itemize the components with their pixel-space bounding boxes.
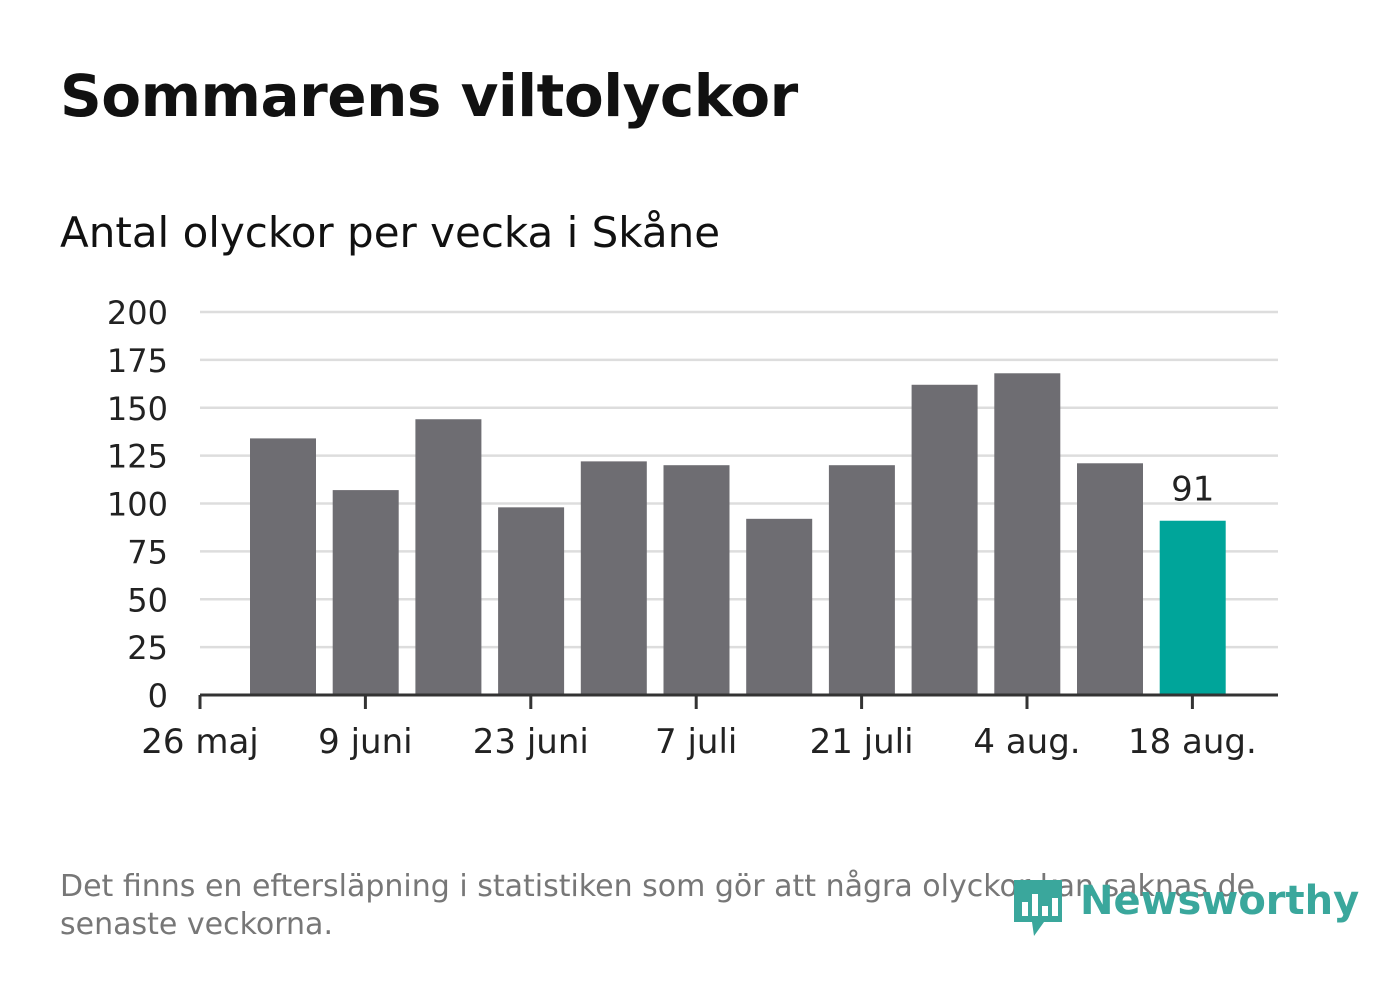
bar — [663, 465, 730, 695]
x-tick-label: 7 juli — [655, 722, 737, 762]
data-labels: 91 — [1171, 470, 1214, 510]
bar — [1077, 463, 1143, 695]
bar — [415, 419, 482, 695]
data-label: 91 — [1171, 470, 1214, 510]
x-tick-label: 21 juli — [810, 722, 914, 762]
x-tick-label: 4 aug. — [973, 722, 1080, 762]
bar — [580, 461, 647, 695]
y-tick-label: 200 — [107, 294, 168, 332]
y-tick-label: 25 — [127, 629, 168, 667]
bar — [250, 438, 316, 695]
y-tick-label: 150 — [107, 390, 168, 428]
y-tick-label: 125 — [107, 438, 168, 476]
bar — [498, 507, 565, 695]
y-tick-label: 175 — [107, 342, 168, 380]
bar — [994, 373, 1061, 695]
y-axis-labels: 0 25 50 75 100 125 150 175 200 — [107, 294, 168, 715]
x-axis — [198, 693, 1278, 709]
bar — [746, 518, 813, 695]
y-tick-label: 0 — [148, 677, 168, 715]
newsworthy-logo: Newsworthy — [1010, 876, 1359, 946]
x-tick-label: 26 maj — [141, 722, 258, 762]
y-tick-label: 50 — [127, 581, 168, 619]
x-tick-label: 9 juni — [318, 722, 412, 762]
bar — [332, 490, 399, 695]
bars — [250, 373, 1226, 695]
bar-highlighted — [1159, 520, 1226, 695]
x-tick-label: 23 juni — [473, 722, 589, 762]
chart-subtitle: Antal olyckor per vecka i Skåne — [60, 208, 721, 257]
logo-text: Newsworthy — [1080, 878, 1360, 924]
chart-title: Sommarens viltolyckor — [60, 62, 798, 130]
y-tick-label: 75 — [127, 533, 168, 571]
x-tick-label: 18 aug. — [1128, 722, 1257, 762]
newsworthy-chart-icon — [1014, 880, 1062, 936]
bar — [828, 465, 895, 695]
y-tick-label: 100 — [107, 486, 168, 524]
bar — [911, 384, 978, 695]
x-axis-labels: 26 maj 9 juni 23 juni 7 juli 21 juli 4 aug. 18… — [141, 722, 1257, 762]
